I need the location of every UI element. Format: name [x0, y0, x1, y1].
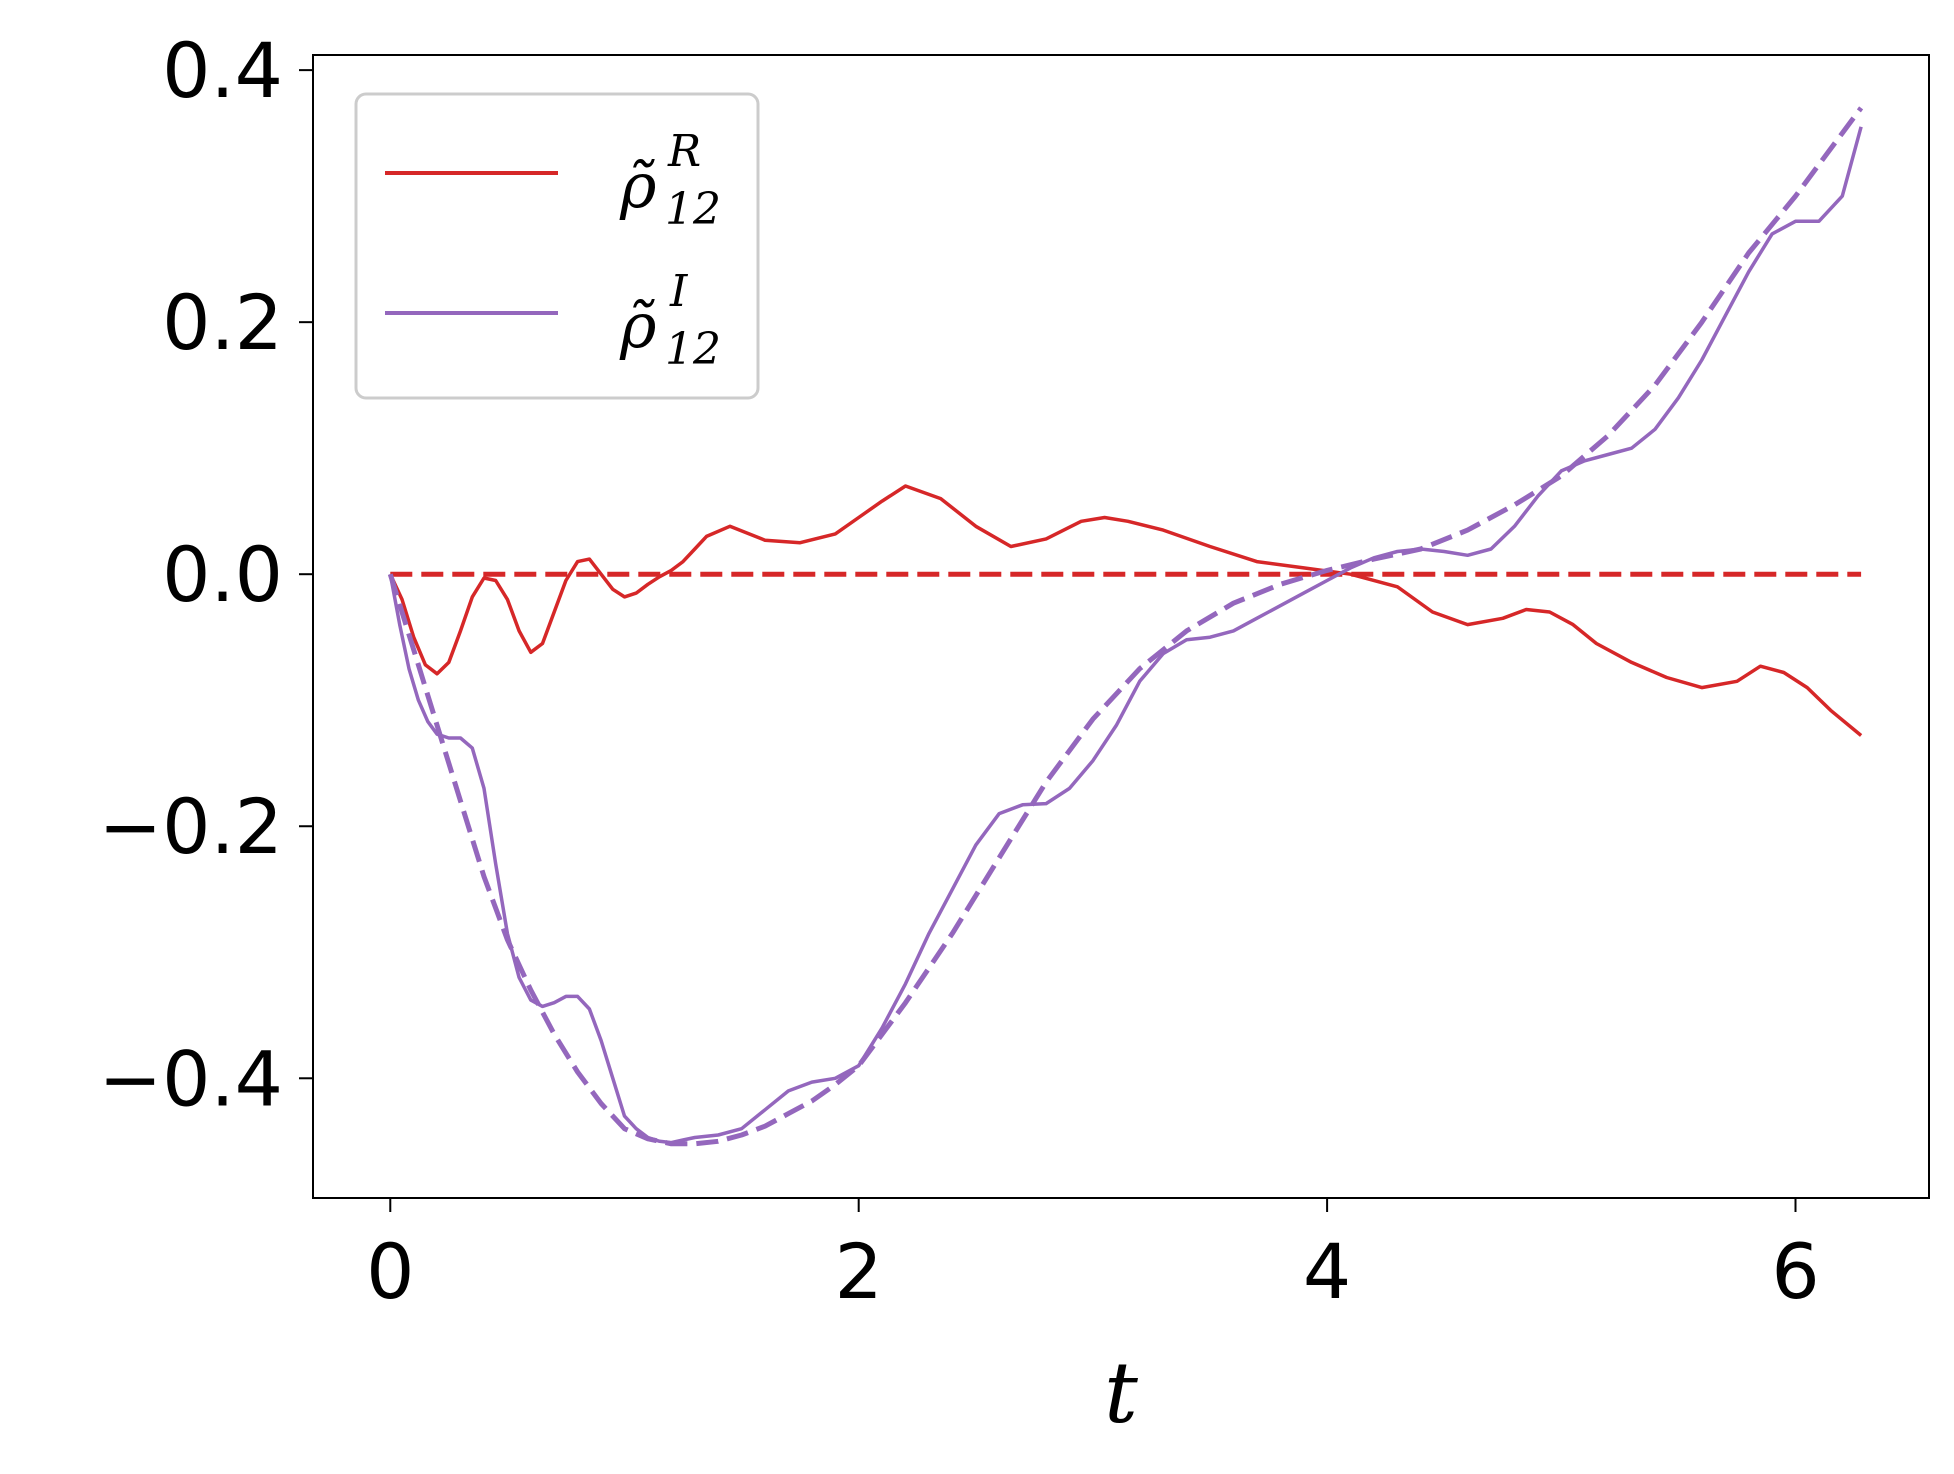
legend-subscript-real: 12 — [665, 184, 721, 235]
y-tick-label: −0.4 — [98, 1034, 283, 1123]
legend-superscript-imaginary: I — [669, 266, 689, 317]
y-axis-ticks: −0.4 −0.2 0.0 0.2 0.4 — [98, 26, 313, 1123]
y-tick-label: −0.2 — [98, 782, 283, 871]
series-line-3 — [387, 106, 1864, 1147]
legend-entry-real: ρ̃ R 12 — [385, 126, 721, 235]
y-tick-label: 0.4 — [162, 26, 283, 115]
legend: ρ̃ R 12 ρ̃ I 12 — [354, 92, 760, 400]
series-line-2 — [388, 126, 1863, 1145]
x-tick-label: 6 — [1771, 1227, 1819, 1316]
series-line-0 — [388, 484, 1863, 737]
y-tick-label: 0.2 — [162, 278, 283, 367]
x-axis-label: t — [1104, 1344, 1138, 1442]
x-tick-label: 4 — [1303, 1227, 1351, 1316]
legend-symbol-real: ρ̃ — [619, 149, 656, 222]
legend-symbol-imaginary: ρ̃ — [619, 289, 656, 362]
legend-subscript-imaginary: 12 — [665, 324, 721, 375]
x-tick-label: 0 — [366, 1227, 414, 1316]
legend-frame — [354, 92, 760, 400]
x-axis-ticks: 0 2 4 6 — [366, 1198, 1820, 1316]
legend-superscript-real: R — [667, 126, 701, 177]
legend-entry-imaginary: ρ̃ I 12 — [385, 266, 721, 375]
series-layer — [387, 106, 1864, 1147]
x-tick-label: 2 — [835, 1227, 883, 1316]
y-tick-label: 0.0 — [162, 530, 283, 619]
